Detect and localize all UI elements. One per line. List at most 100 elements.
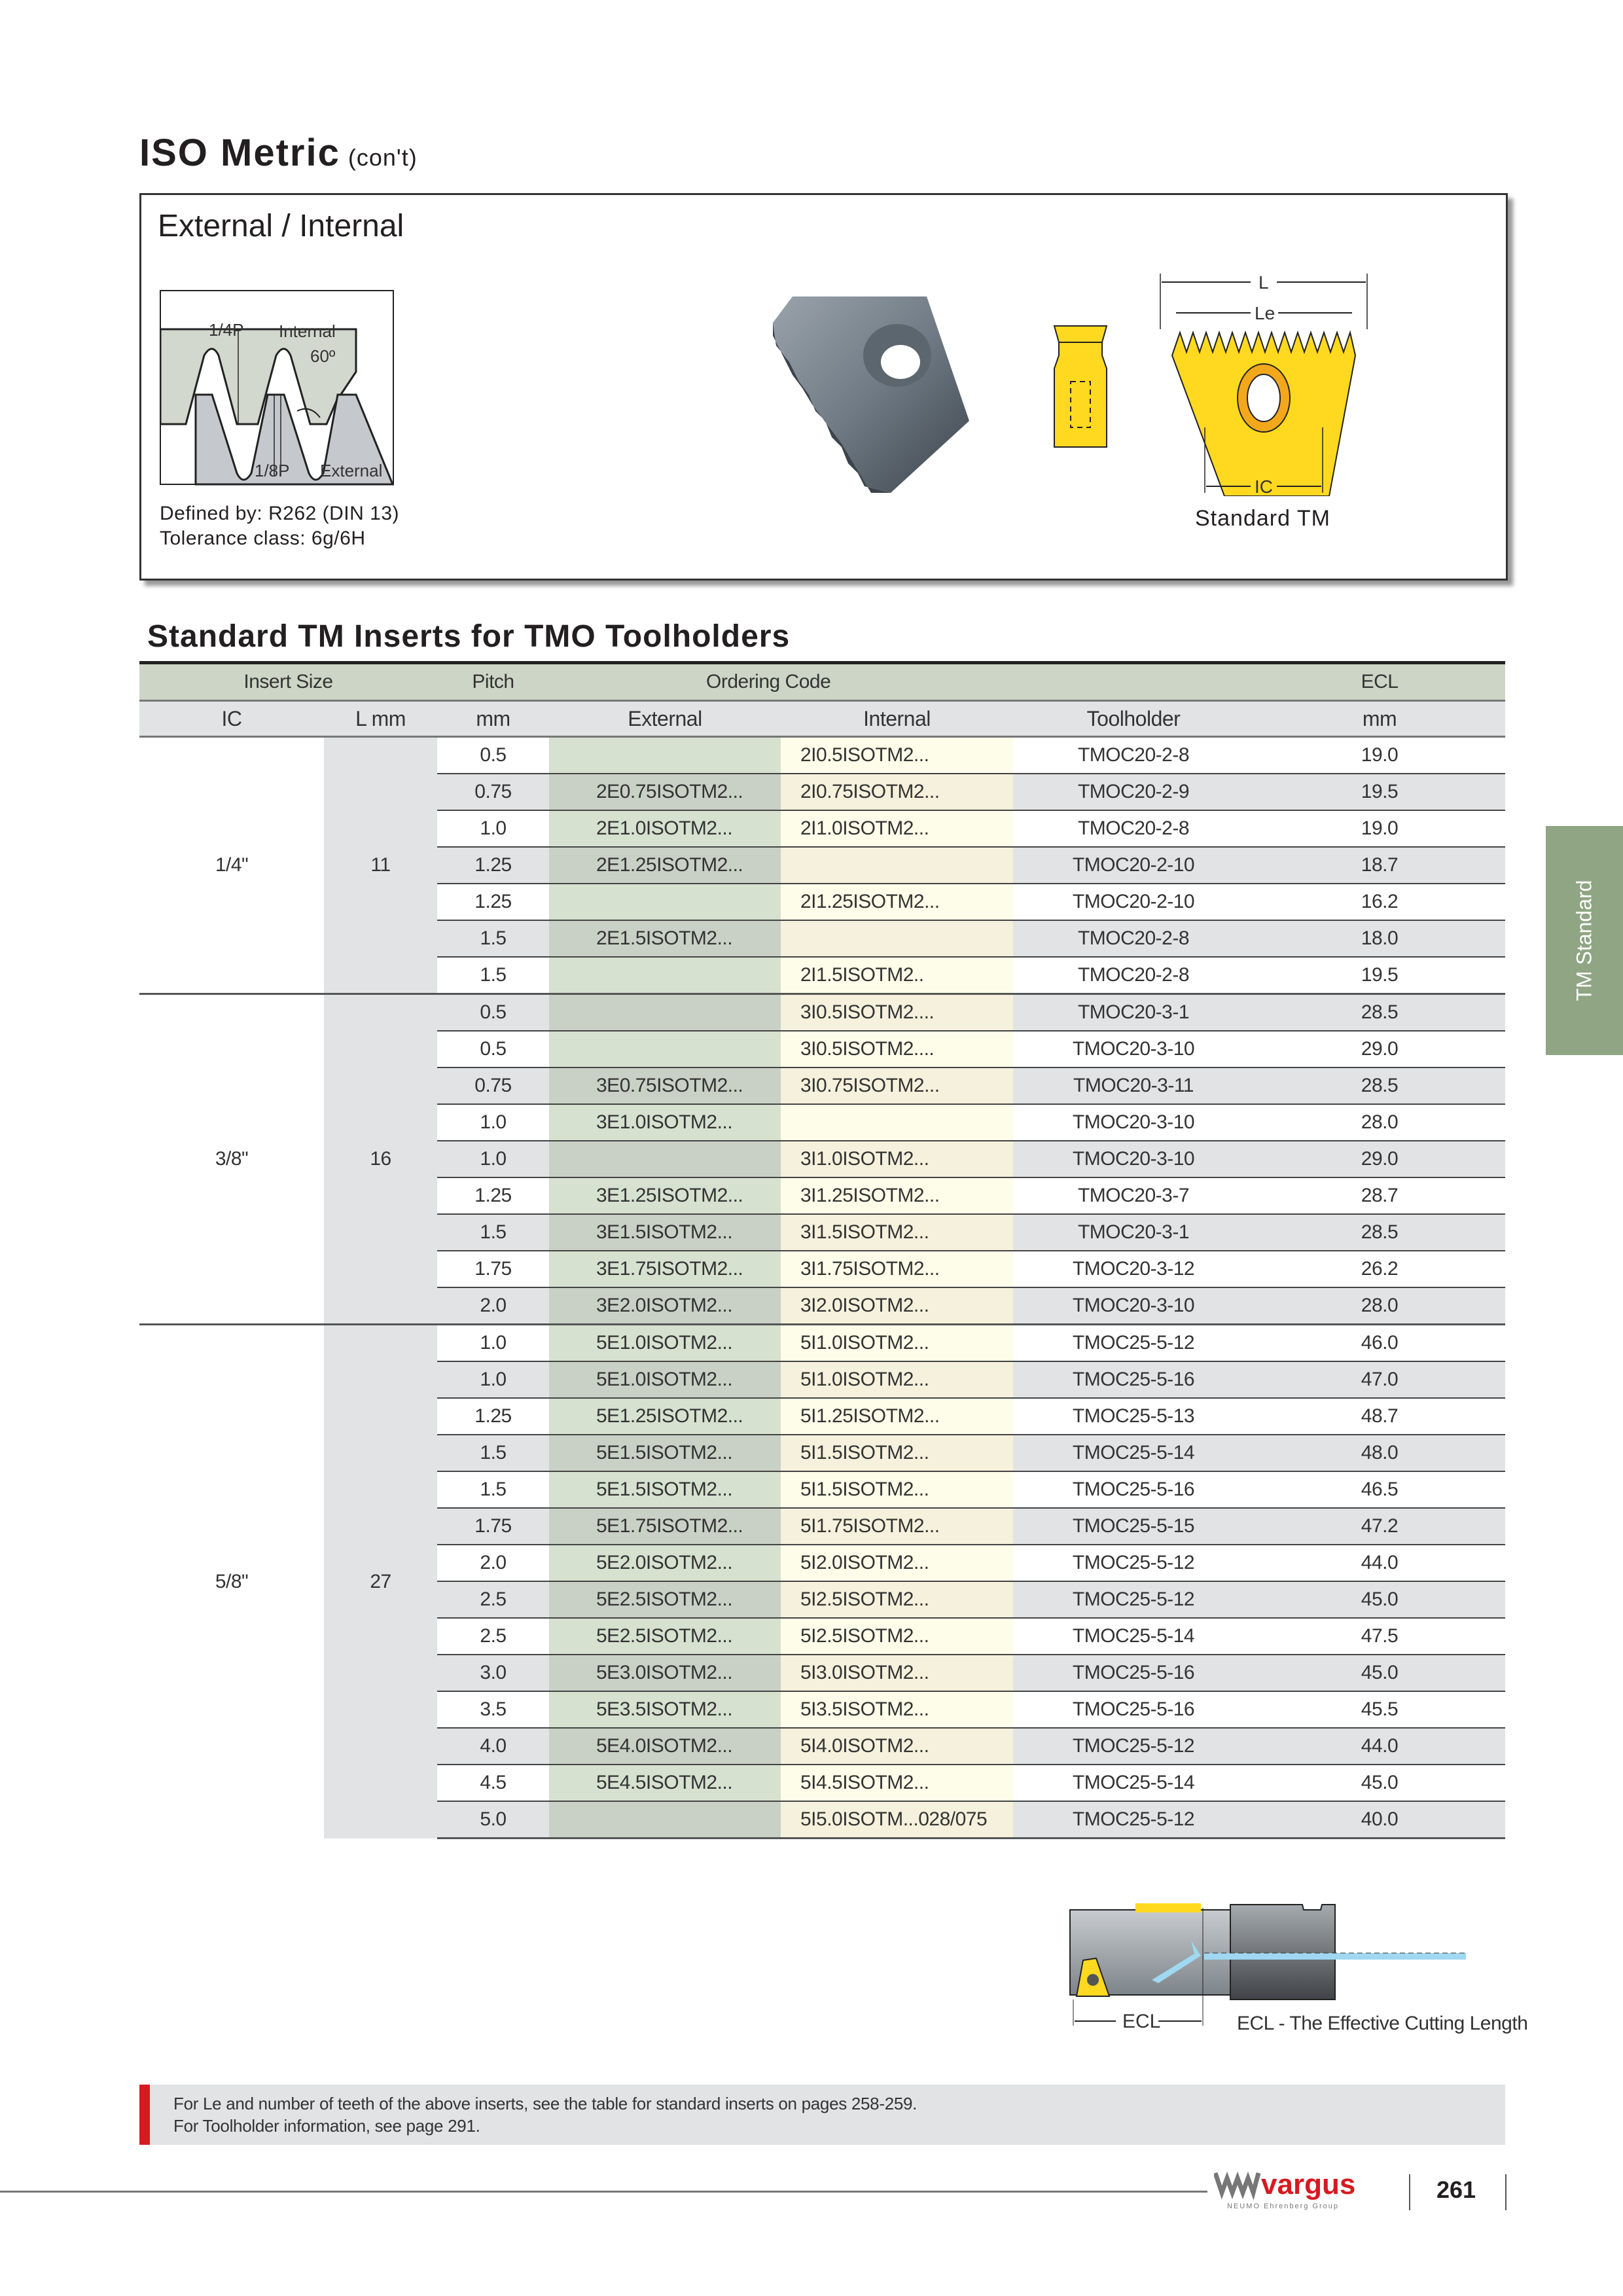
table-header-row: IC L mm mm External Internal Toolholder … (139, 700, 1505, 738)
cell-external-code: 3E1.75ISOTM2... (549, 1250, 781, 1287)
cell-toolholder: TMOC20-3-10 (1013, 1030, 1254, 1067)
cell-pitch: 4.5 (437, 1764, 549, 1801)
header-ecl: ECL (1254, 661, 1505, 702)
header-internal: Internal (781, 700, 1013, 738)
cell-toolholder: TMOC25-5-14 (1013, 1617, 1254, 1655)
cell-external-code: 3E0.75ISOTM2... (549, 1067, 781, 1104)
spec-heading: External / Internal (158, 209, 404, 243)
cell-external-code: 2E1.5ISOTM2... (549, 920, 781, 957)
cell-toolholder: TMOC25-5-12 (1013, 1801, 1254, 1839)
section-side-tab[interactable]: TM Standard (1546, 826, 1623, 1055)
table-row: 1.0 3I1.0ISOTM2... TMOC20-3-10 29.0 (139, 1140, 1505, 1177)
cell-toolholder: TMOC25-5-14 (1013, 1434, 1254, 1471)
header-pitch-mm: mm (437, 700, 549, 738)
table-row: 1.0 5E1.0ISOTM2... 5I1.0ISOTM2... TMOC25-5-… (139, 1361, 1505, 1398)
table-row: 1.5 2E1.5ISOTM2... TMOC20-2-8 18.0 (139, 920, 1505, 957)
cell-external-code (549, 883, 781, 920)
cell-ecl: 28.0 (1254, 1103, 1505, 1141)
cell-toolholder: TMOC20-3-11 (1013, 1067, 1254, 1104)
header-ordering-code: Ordering Code (549, 661, 1254, 702)
header-pitch: Pitch (437, 661, 549, 702)
cell-toolholder: TMOC20-3-12 (1013, 1250, 1254, 1287)
cell-pitch: 2.0 (437, 1287, 549, 1325)
cell-ecl: 19.5 (1254, 773, 1505, 810)
cell-pitch: 1.0 (437, 810, 549, 847)
table-row: 1.25 3E1.25ISOTM2... 3I1.25ISOTM2... TMOC20… (139, 1177, 1505, 1214)
cell-ecl: 18.7 (1254, 846, 1505, 884)
cell-toolholder: TMOC20-2-9 (1013, 773, 1254, 810)
table-row: 0.5 3I0.5ISOTM2.... TMOC20-3-10 29.0 (139, 1030, 1505, 1067)
note-line-1: For Le and number of teeth of the above … (173, 2094, 918, 2113)
cell-ecl: 28.7 (1254, 1177, 1505, 1214)
cell-pitch: 1.75 (437, 1250, 549, 1287)
logo-brand: vargus (1261, 2172, 1355, 2200)
cell-external-code: 5E2.5ISOTM2... (549, 1581, 781, 1618)
cell-pitch: 4.0 (437, 1727, 549, 1765)
cell-internal-code: 5I1.25ISOTM2... (781, 1397, 1013, 1435)
cell-pitch: 1.25 (437, 883, 549, 920)
cell-toolholder: TMOC25-5-13 (1013, 1397, 1254, 1435)
quarter-p-label: 1/4P (209, 320, 244, 340)
cell-toolholder: TMOC25-5-16 (1013, 1471, 1254, 1508)
table-body: 1/4" 11 0.5 2I0.5ISOTM2... TMOC20-2-8 19.0 0.7… (139, 736, 1505, 1839)
cell-internal-code: 5I1.5ISOTM2... (781, 1471, 1013, 1508)
cell-internal-code: 5I5.0ISOTM...028/075 (781, 1801, 1013, 1839)
cell-internal-code: 3I0.5ISOTM2.... (781, 993, 1013, 1031)
cell-internal-code: 2I1.25ISOTM2... (781, 883, 1013, 920)
title-text: ISO Metric (139, 132, 340, 174)
cell-internal-code (781, 846, 1013, 884)
table-row: 1.25 2I1.25ISOTM2... TMOC20-2-10 16.2 (139, 883, 1505, 920)
cell-toolholder: TMOC20-2-8 (1013, 736, 1254, 774)
table-row: 1.0 2E1.0ISOTM2... 2I1.0ISOTM2... TMOC20-2-… (139, 810, 1505, 847)
table-row: 1.25 2E1.25ISOTM2... TMOC20-2-10 18.7 (139, 846, 1505, 884)
cell-external-code (549, 736, 781, 774)
dim-L-label: L (1258, 272, 1269, 293)
cell-pitch: 1.0 (437, 1323, 549, 1361)
cell-external-code: 3E1.0ISOTM2... (549, 1103, 781, 1141)
cell-pitch: 1.5 (437, 956, 549, 994)
cell-ic: 5/8" (139, 1323, 324, 1839)
cell-internal-code: 3I1.25ISOTM2... (781, 1177, 1013, 1214)
header-toolholder: Toolholder (1013, 700, 1254, 738)
cell-external-code: 5E1.5ISOTM2... (549, 1471, 781, 1508)
cell-external-code: 5E2.0ISOTM2... (549, 1544, 781, 1581)
ecl-caption: ECL - The Effective Cutting Length (1237, 2013, 1528, 2034)
cell-pitch: 1.5 (437, 1434, 549, 1471)
table-row: 3.5 5E3.5ISOTM2... 5I3.5ISOTM2... TMOC25-5-… (139, 1691, 1505, 1728)
table-row: 5.0 5I5.0ISOTM...028/075 TMOC25-5-12 40.0 (139, 1801, 1505, 1839)
cell-ecl: 44.0 (1254, 1544, 1505, 1581)
cell-pitch: 2.0 (437, 1544, 549, 1581)
tolerance-class-text: Tolerance class: 6g/6H (160, 528, 366, 549)
header-ic: IC (139, 700, 324, 738)
cell-toolholder: TMOC25-5-16 (1013, 1691, 1254, 1728)
cell-toolholder: TMOC20-2-10 (1013, 883, 1254, 920)
page-title: ISO Metric (con't) (139, 131, 418, 175)
cell-ecl: 19.5 (1254, 956, 1505, 994)
internal-label: Internal (279, 321, 336, 341)
note-accent-bar (139, 2085, 150, 2145)
cell-internal-code: 5I1.0ISOTM2... (781, 1323, 1013, 1361)
eighth-p-label: 1/8P (255, 461, 290, 480)
cell-ecl: 47.5 (1254, 1617, 1505, 1655)
dim-IC-label: IC (1255, 476, 1273, 496)
vargus-logo: vargus NEUMO Ehrenberg Group (1213, 2168, 1407, 2214)
cell-pitch: 1.0 (437, 1103, 549, 1141)
cell-pitch: 5.0 (437, 1801, 549, 1839)
table-row: 4.5 5E4.5ISOTM2... 5I4.5ISOTM2... TMOC25-5-… (139, 1764, 1505, 1801)
title-subtitle: (con't) (348, 144, 418, 171)
cell-pitch: 1.5 (437, 920, 549, 957)
cell-pitch: 1.0 (437, 1361, 549, 1398)
cell-toolholder: TMOC25-5-12 (1013, 1727, 1254, 1765)
cell-internal-code: 2I0.75ISOTM2... (781, 773, 1013, 810)
cell-toolholder: TMOC25-5-12 (1013, 1544, 1254, 1581)
cell-ecl: 28.0 (1254, 1287, 1505, 1325)
cell-internal-code: 5I1.5ISOTM2... (781, 1434, 1013, 1471)
cell-external-code: 5E3.0ISOTM2... (549, 1654, 781, 1691)
dim-Le-label: Le (1255, 303, 1275, 323)
cell-external-code: 2E1.0ISOTM2... (549, 810, 781, 847)
table-row: 2.5 5E2.5ISOTM2... 5I2.5ISOTM2... TMOC25-5-… (139, 1581, 1505, 1618)
insert-table: Insert Size Pitch Ordering Code ECL IC L… (139, 661, 1505, 1839)
cell-pitch: 1.5 (437, 1213, 549, 1251)
cell-ecl: 19.0 (1254, 810, 1505, 847)
cell-internal-code: 5I4.5ISOTM2... (781, 1764, 1013, 1801)
